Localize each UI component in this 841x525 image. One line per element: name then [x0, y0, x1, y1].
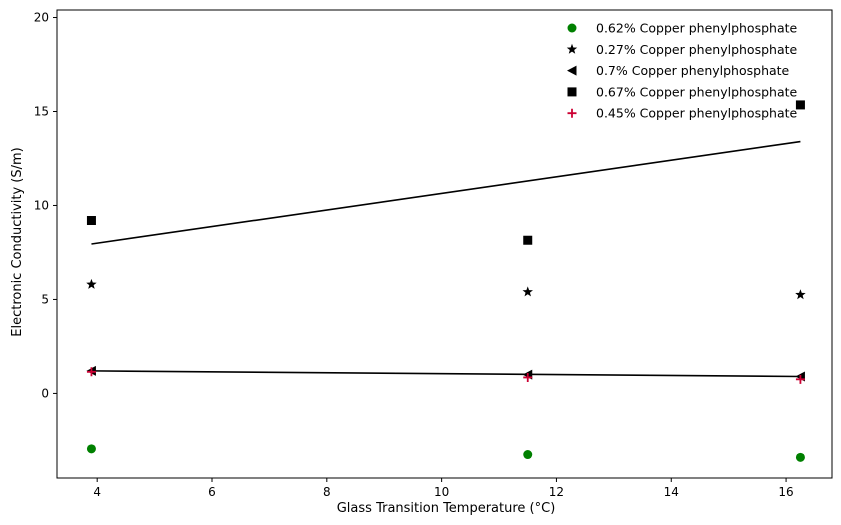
data-point-s5-2: [523, 372, 533, 382]
data-point-s5-1: [86, 367, 96, 377]
y-tick-label: 0: [41, 386, 49, 400]
legend-label-2: 0.27% Copper phenylphosphate: [596, 42, 798, 57]
y-axis-label: Electronic Conductivity (S/m): [10, 147, 25, 337]
y-tick-label: 15: [34, 104, 49, 118]
legend-marker-3: [567, 65, 577, 76]
x-tick-label: 12: [549, 485, 564, 499]
data-point-s5-3: [795, 374, 805, 384]
x-tick-label: 8: [323, 485, 331, 499]
data-point-s2-2: [522, 286, 533, 297]
plot-area: [86, 100, 806, 462]
trend-line-2: [91, 370, 801, 378]
data-point-s1-1: [86, 444, 96, 454]
y-tick-label: 5: [41, 292, 49, 306]
legend-marker-2: [566, 43, 578, 54]
data-point-s4-3: [795, 100, 805, 110]
legend-label-1: 0.62% Copper phenylphosphate: [596, 21, 798, 36]
legend-label-3: 0.7% Copper phenylphosphate: [596, 63, 790, 78]
legend-marker-1: [567, 23, 577, 33]
data-point-s1-2: [523, 450, 533, 460]
x-tick-label: 10: [434, 485, 449, 499]
data-point-s1-3: [795, 452, 805, 462]
x-tick-label: 6: [208, 485, 216, 499]
trend-line-1: [91, 140, 801, 245]
legend-label-5: 0.45% Copper phenylphosphate: [596, 106, 798, 121]
x-tick-label: 14: [664, 485, 679, 499]
x-axis-label: Glass Transition Temperature (°C): [337, 501, 556, 516]
x-tick-label: 16: [778, 485, 793, 499]
axes-frame: [56, 9, 833, 479]
data-point-s4-2: [523, 235, 533, 245]
legend-marker-5: [567, 108, 577, 118]
data-point-s2-1: [86, 278, 97, 289]
y-tick-label: 20: [34, 11, 49, 25]
y-tick-label: 10: [34, 198, 49, 212]
legend-marker-4: [567, 87, 577, 97]
data-point-s4-1: [86, 216, 96, 226]
axes: 4 6 8 10 12 14 16 0 5 10 15 20: [34, 9, 833, 499]
legend-label-4: 0.67% Copper phenylphosphate: [596, 84, 798, 99]
x-tick-label: 4: [93, 485, 101, 499]
legend: 0.62% Copper phenylphosphate 0.27% Copper…: [566, 21, 798, 121]
data-point-s2-3: [795, 289, 806, 300]
